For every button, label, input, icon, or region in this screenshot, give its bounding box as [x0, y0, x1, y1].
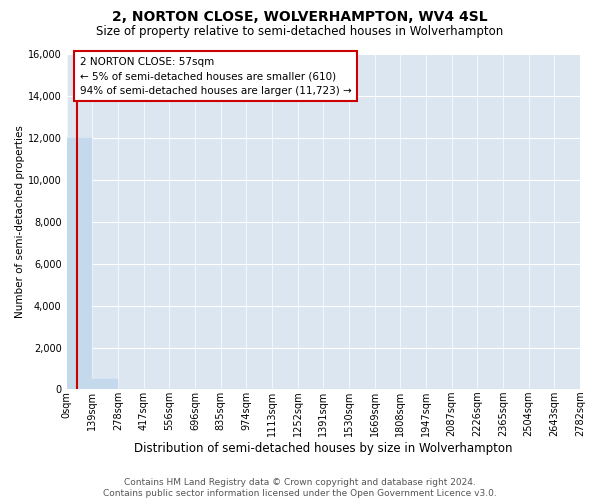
X-axis label: Distribution of semi-detached houses by size in Wolverhampton: Distribution of semi-detached houses by …	[134, 442, 512, 455]
Text: 2, NORTON CLOSE, WOLVERHAMPTON, WV4 4SL: 2, NORTON CLOSE, WOLVERHAMPTON, WV4 4SL	[112, 10, 488, 24]
Text: 2 NORTON CLOSE: 57sqm
← 5% of semi-detached houses are smaller (610)
94% of semi: 2 NORTON CLOSE: 57sqm ← 5% of semi-detac…	[80, 56, 352, 96]
Bar	[67, 138, 92, 390]
Text: Size of property relative to semi-detached houses in Wolverhampton: Size of property relative to semi-detach…	[97, 25, 503, 38]
Y-axis label: Number of semi-detached properties: Number of semi-detached properties	[15, 126, 25, 318]
Bar	[92, 380, 118, 390]
Text: Contains HM Land Registry data © Crown copyright and database right 2024.
Contai: Contains HM Land Registry data © Crown c…	[103, 478, 497, 498]
